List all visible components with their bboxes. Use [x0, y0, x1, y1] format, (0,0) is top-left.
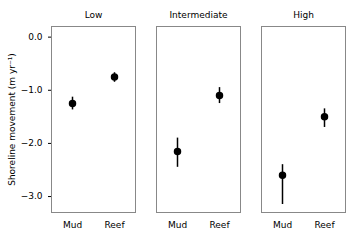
svg-text:Reef: Reef	[104, 220, 125, 230]
svg-text:−3.0: −3.0	[21, 191, 43, 201]
svg-text:Mud: Mud	[168, 220, 187, 230]
svg-text:Mud: Mud	[273, 220, 292, 230]
svg-text:Intermediate: Intermediate	[169, 10, 228, 20]
svg-text:−1.0: −1.0	[21, 85, 43, 95]
svg-text:Reef: Reef	[314, 220, 335, 230]
svg-text:High: High	[293, 10, 314, 20]
svg-text:Low: Low	[85, 10, 103, 20]
svg-text:−2.0: −2.0	[21, 138, 43, 148]
svg-text:0.0: 0.0	[28, 32, 43, 42]
svg-text:Reef: Reef	[209, 220, 230, 230]
svg-text:Mud: Mud	[63, 220, 82, 230]
svg-text:Shoreline movement (m yr⁻¹): Shoreline movement (m yr⁻¹)	[7, 53, 17, 186]
